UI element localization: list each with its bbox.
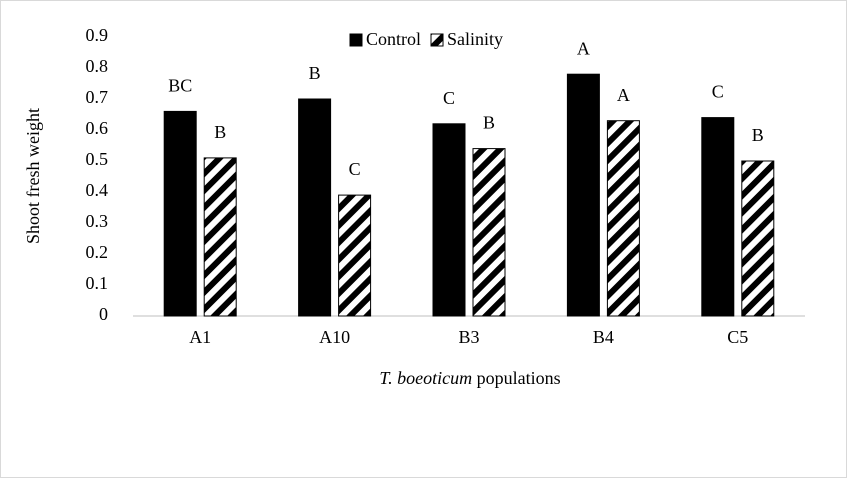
y-tick-label: 0.4 bbox=[86, 180, 109, 200]
y-tick-label: 0.2 bbox=[86, 242, 109, 262]
bar bbox=[741, 160, 775, 317]
bar-annotation: C bbox=[349, 159, 361, 179]
bar bbox=[163, 110, 197, 317]
x-tick-label: B3 bbox=[458, 327, 479, 347]
bar bbox=[338, 194, 372, 317]
x-tick-label: B4 bbox=[593, 327, 614, 347]
x-axis-title-italic: T. boeoticum bbox=[379, 368, 472, 388]
x-axis-title: T. boeoticum populations bbox=[379, 368, 560, 388]
y-tick-label: 0.9 bbox=[86, 25, 109, 45]
bar-annotation: B bbox=[214, 122, 226, 142]
y-tick-label: 0.1 bbox=[86, 273, 109, 293]
y-tick-label: 0.7 bbox=[86, 87, 109, 107]
bar bbox=[566, 73, 600, 317]
bar-annotation: B bbox=[752, 125, 764, 145]
bar-annotation: A bbox=[577, 38, 590, 58]
bar-annotation: C bbox=[712, 82, 724, 102]
y-tick-label: 0.6 bbox=[86, 118, 109, 138]
x-tick-label: C5 bbox=[727, 327, 748, 347]
bar-annotation: BC bbox=[168, 76, 192, 96]
bar-annotation: B bbox=[483, 113, 495, 133]
bar-annotation: C bbox=[443, 88, 455, 108]
y-tick-label: 0.5 bbox=[86, 149, 109, 169]
y-axis-title: Shoot fresh weight bbox=[23, 108, 43, 244]
bar bbox=[298, 98, 332, 317]
bar bbox=[701, 117, 735, 317]
bar-annotation: B bbox=[309, 63, 321, 83]
x-axis-title-rest: populations bbox=[477, 368, 561, 388]
bar bbox=[606, 120, 640, 317]
y-tick-label: 0.8 bbox=[86, 56, 109, 76]
bar bbox=[203, 157, 237, 317]
y-tick-label: 0 bbox=[99, 304, 108, 324]
y-tick-label: 0.3 bbox=[86, 211, 109, 231]
bar bbox=[432, 123, 466, 317]
x-tick-label: A1 bbox=[189, 327, 211, 347]
legend-swatch bbox=[349, 33, 363, 47]
bar bbox=[472, 148, 506, 317]
legend-label: Control bbox=[366, 29, 421, 49]
x-tick-label: A10 bbox=[319, 327, 350, 347]
bar-annotation: A bbox=[617, 85, 630, 105]
legend-swatch bbox=[430, 33, 444, 47]
legend-label: Salinity bbox=[447, 29, 503, 49]
